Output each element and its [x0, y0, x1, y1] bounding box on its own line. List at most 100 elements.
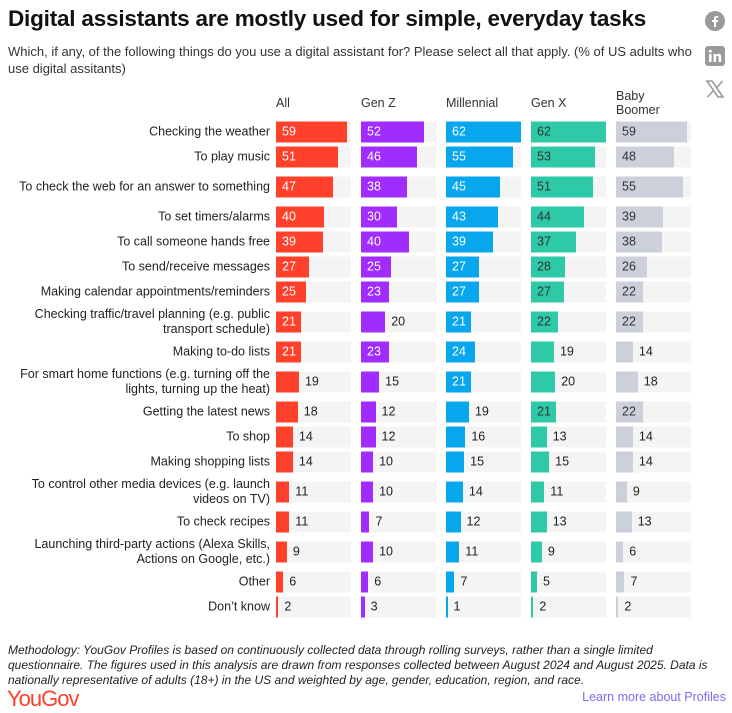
bar-track: 2: [616, 596, 691, 617]
value-label: 12: [381, 429, 396, 443]
bar-gen-x: [531, 281, 564, 302]
bar-track: 19: [446, 401, 521, 422]
value-label: 22: [622, 314, 636, 328]
bar-all: [276, 451, 293, 472]
value-label: 14: [468, 484, 483, 498]
chart-row: Getting the latest news 18 12 19 21 22: [0, 399, 732, 424]
bar-track: 40: [276, 206, 351, 227]
bar-millennial: [446, 311, 472, 332]
bar-baby-boomer: [616, 401, 643, 422]
bar-millennial: [446, 511, 461, 532]
bar-track: 2: [276, 596, 351, 617]
bar-millennial: [446, 426, 466, 447]
bar-track: 13: [531, 426, 606, 447]
chart-row: Checking the weather 59 52 62 62 59: [0, 119, 732, 144]
value-label: 19: [474, 404, 489, 418]
learn-more-link[interactable]: Learn more about Profiles: [582, 690, 726, 704]
value-label: 11: [465, 544, 479, 558]
value-label: 11: [550, 484, 564, 498]
bar-baby-boomer: [616, 341, 633, 362]
bar-all: [276, 206, 325, 227]
value-label: 30: [367, 209, 381, 223]
bar-track: 14: [276, 426, 351, 447]
value-label: 2: [539, 599, 547, 613]
value-label: 20: [561, 374, 576, 388]
bar-millennial: [446, 176, 501, 197]
value-label: 20: [391, 314, 406, 328]
linkedin-share-button[interactable]: [704, 45, 726, 67]
value-label: 3: [370, 599, 378, 613]
value-label: 14: [638, 454, 653, 468]
facebook-share-button[interactable]: [704, 10, 726, 32]
value-label: 18: [643, 374, 658, 388]
bar-gen-x: [531, 176, 593, 197]
chart-title: Digital assistants are mostly used for s…: [8, 6, 647, 31]
bar-millennial: [446, 256, 479, 277]
value-label: 7: [630, 574, 638, 588]
bar-all: [276, 311, 302, 332]
bar-track: 27: [446, 281, 521, 302]
bar-gen-x: [531, 541, 542, 562]
category-label: Making calendar appointments/reminders: [40, 284, 270, 298]
bar-gen-z: [361, 281, 389, 302]
value-label: 12: [381, 404, 396, 418]
value-label: 14: [298, 454, 313, 468]
bar-baby-boomer: [616, 541, 624, 562]
value-label: 21: [537, 404, 551, 418]
bar-track: 2: [531, 596, 606, 617]
bar-track: 14: [616, 426, 691, 447]
bar-track: 44: [531, 206, 606, 227]
value-label: 10: [379, 454, 393, 468]
value-label: 6: [374, 574, 382, 588]
bar-track: 51: [531, 176, 606, 197]
chart-row: To check the web for an answer to someth…: [0, 169, 732, 204]
bar-track: 14: [616, 451, 691, 472]
value-label: 26: [622, 259, 636, 273]
bar-track: 30: [361, 206, 436, 227]
value-label: 2: [284, 599, 292, 613]
bar-all: [276, 121, 348, 142]
bar-track: 21: [531, 401, 606, 422]
bar-track: 9: [531, 541, 606, 562]
bar-gen-z: [361, 541, 374, 562]
bar-gen-z: [361, 511, 370, 532]
bar-track: 13: [531, 511, 606, 532]
bar-millennial: [446, 481, 463, 502]
category-label: Checking the weather: [149, 124, 270, 138]
chart-row: To shop 14 12 16 13 14: [0, 424, 732, 449]
bar-track: 16: [446, 426, 521, 447]
bar-track: 21: [276, 341, 351, 362]
bar-track: 10: [361, 541, 436, 562]
bar-baby-boomer: [616, 481, 627, 502]
bar-track: 59: [616, 121, 691, 142]
bar-gen-z: [361, 231, 410, 252]
bar-track: 59: [276, 121, 351, 142]
bar-all: [276, 511, 290, 532]
bar-baby-boomer: [616, 231, 662, 252]
bar-baby-boomer: [616, 146, 675, 167]
bar-track: 22: [616, 281, 691, 302]
bar-millennial: [446, 451, 465, 472]
bar-track: 22: [531, 311, 606, 332]
bar-gen-z: [361, 481, 374, 502]
category-label: To control other media devices (e.g. lau…: [31, 476, 270, 506]
value-label: 9: [632, 484, 640, 498]
bar-track: 28: [531, 256, 606, 277]
column-header: Baby Boomer: [616, 89, 660, 117]
chart-row: For smart home functions (e.g. turning o…: [0, 364, 732, 399]
category-label: For smart home functions (e.g. turning o…: [20, 366, 270, 396]
bar-gen-z: [361, 401, 376, 422]
bar-track: 55: [446, 146, 521, 167]
column-header: Gen X: [531, 96, 567, 110]
value-label: 9: [292, 544, 300, 558]
chart-subtitle: Which, if any, of the following things d…: [8, 44, 692, 76]
bar-track: 27: [531, 281, 606, 302]
bar-gen-z: [361, 426, 376, 447]
bar-track: 12: [361, 426, 436, 447]
chart-row: To play music 51 46 55 53 48: [0, 144, 732, 169]
value-label: 2: [624, 599, 632, 613]
bar-track: 15: [361, 371, 436, 392]
bar-track: 23: [361, 341, 436, 362]
x-share-button[interactable]: [704, 78, 726, 100]
category-label: Don’t know: [208, 599, 270, 613]
